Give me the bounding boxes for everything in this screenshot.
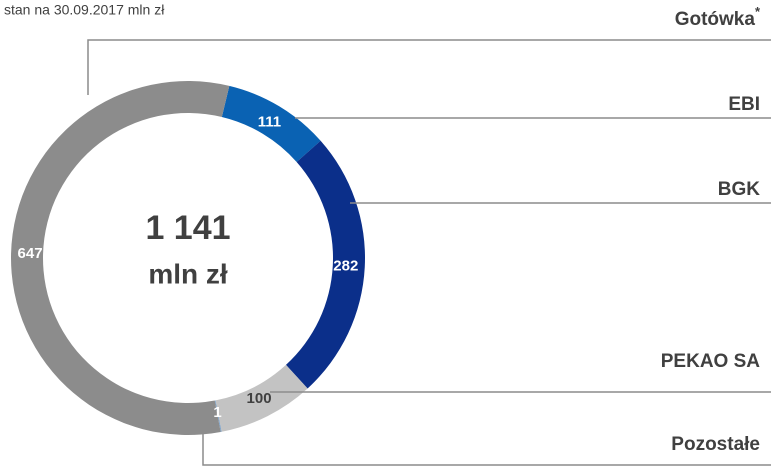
- connector-line: [87, 39, 771, 95]
- value-label: 282: [333, 257, 358, 274]
- value-label: 647: [18, 245, 43, 262]
- category-label: EBI: [728, 94, 760, 115]
- category-label: Gotówka*: [675, 4, 761, 30]
- donut-segment: [215, 364, 308, 432]
- center-unit: mln zł: [148, 258, 228, 289]
- category-label: Pozostałe: [671, 434, 760, 455]
- superscript: *: [755, 4, 761, 19]
- connector-line: [202, 420, 771, 466]
- center-total: 1 141: [145, 209, 230, 247]
- category-name: EBI: [728, 94, 760, 115]
- donut-segment: [221, 85, 321, 162]
- category-name: Pozostałe: [671, 434, 760, 455]
- category-label: BGK: [718, 179, 761, 200]
- category-name: PEKAO SA: [661, 351, 761, 372]
- donut-segment: [214, 400, 222, 432]
- category-label: PEKAO SA: [661, 351, 761, 372]
- donut-segment: [285, 140, 365, 389]
- category-name: BGK: [718, 179, 761, 200]
- value-label: 111: [258, 114, 281, 131]
- subtitle: stan na 30.09.2017 mln zł: [4, 2, 165, 18]
- category-name: Gotówka: [675, 9, 756, 30]
- donut-segment: [10, 81, 230, 435]
- value-label: 100: [247, 390, 272, 407]
- value-label: 1: [213, 404, 221, 421]
